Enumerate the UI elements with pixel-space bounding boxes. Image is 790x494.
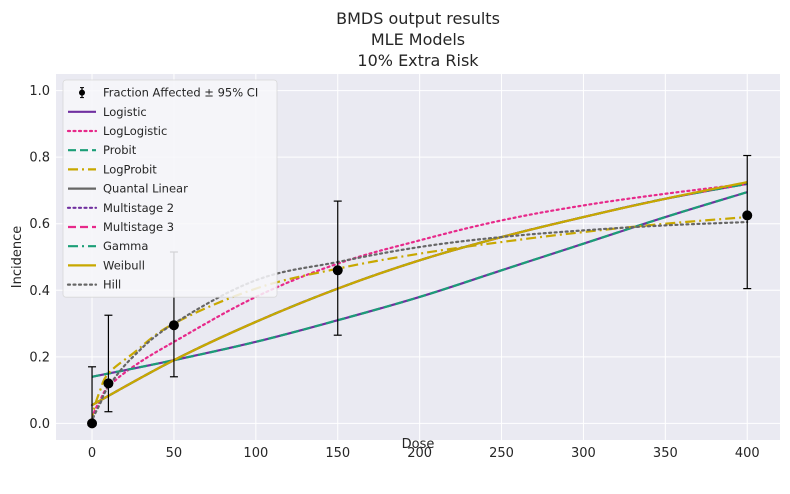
observed-point <box>332 200 343 336</box>
legend-label: Multistage 3 <box>103 220 174 234</box>
x-tick-label: 250 <box>489 446 514 461</box>
legend-box <box>62 79 278 298</box>
legend-item-logistic: Logistic <box>68 105 147 119</box>
y-axis-label: Incidence <box>10 226 25 288</box>
observed-point <box>87 366 98 429</box>
x-tick-label: 350 <box>653 446 678 461</box>
x-axis-ticks: 0 50 100 150 200 250 300 350 400 <box>88 446 760 461</box>
observed-marker <box>103 378 114 389</box>
legend-item-multistage-3: Multistage 3 <box>68 220 174 234</box>
observed-marker <box>742 210 753 221</box>
y-tick-label: 0.0 <box>29 417 50 432</box>
legend-item-logprobit: LogProbit <box>68 162 157 176</box>
chart-title-line-3: 10% Extra Risk <box>357 51 479 70</box>
observed-point <box>103 314 114 413</box>
legend-item-loglogistic: LogLogistic <box>66 124 167 138</box>
legend-marker-icon <box>79 89 85 96</box>
x-tick-label: 150 <box>325 446 350 461</box>
x-tick-label: 200 <box>407 446 432 461</box>
legend-item-probit: Probit <box>68 143 137 157</box>
x-tick-label: 400 <box>735 446 760 461</box>
legend-label: LogProbit <box>103 162 157 176</box>
legend-item-hill: Hill <box>66 278 121 292</box>
y-tick-label: 0.4 <box>29 284 50 299</box>
series-line-logprobit <box>90 215 748 424</box>
legend-item-weibull: Weibull <box>68 258 145 272</box>
series-line-loglogistic <box>90 182 749 425</box>
observed-marker <box>332 265 343 276</box>
legend: Fraction Affected ± 95% CI Logistic LogLog… <box>62 79 278 298</box>
legend-label: Fraction Affected ± 95% CI <box>103 86 258 100</box>
series-layer <box>90 181 749 425</box>
observed-point <box>742 154 753 290</box>
x-axis-label: Dose <box>402 437 435 452</box>
y-axis-ticks: 0.0 0.2 0.4 0.6 0.8 1.0 <box>29 84 50 432</box>
x-tick-label: 0 <box>88 446 96 461</box>
legend-label: Hill <box>103 278 121 292</box>
legend-label: Logistic <box>103 105 147 119</box>
chart-title-line-1: BMDS output results <box>336 9 500 28</box>
legend-label: Multistage 2 <box>103 201 174 215</box>
y-tick-label: 0.8 <box>29 151 50 166</box>
y-tick-label: 1.0 <box>29 84 50 99</box>
x-tick-label: 100 <box>243 446 268 461</box>
x-tick-label: 300 <box>571 446 596 461</box>
observed-marker <box>87 418 98 429</box>
legend-label: Weibull <box>103 258 145 272</box>
chart-title: BMDS output results MLE Models 10% Extra… <box>336 9 500 70</box>
legend-item-quantal-linear: Quantal Linear <box>68 182 188 196</box>
observed-marker <box>168 320 179 331</box>
x-tick-label: 50 <box>166 446 183 461</box>
chart-title-line-2: MLE Models <box>371 30 465 49</box>
legend-item-observed: Fraction Affected ± 95% CI <box>79 86 258 100</box>
y-tick-label: 0.2 <box>29 350 50 365</box>
legend-item-gamma: Gamma <box>68 239 148 253</box>
legend-label: LogLogistic <box>103 124 167 138</box>
legend-item-multistage-2: Multistage 2 <box>66 201 174 215</box>
legend-label: Quantal Linear <box>103 182 188 196</box>
series-line-hill <box>90 220 749 425</box>
legend-label: Probit <box>103 143 137 157</box>
series-line-weibull <box>91 181 748 407</box>
legend-label: Gamma <box>103 239 148 253</box>
y-tick-label: 0.6 <box>29 217 50 232</box>
